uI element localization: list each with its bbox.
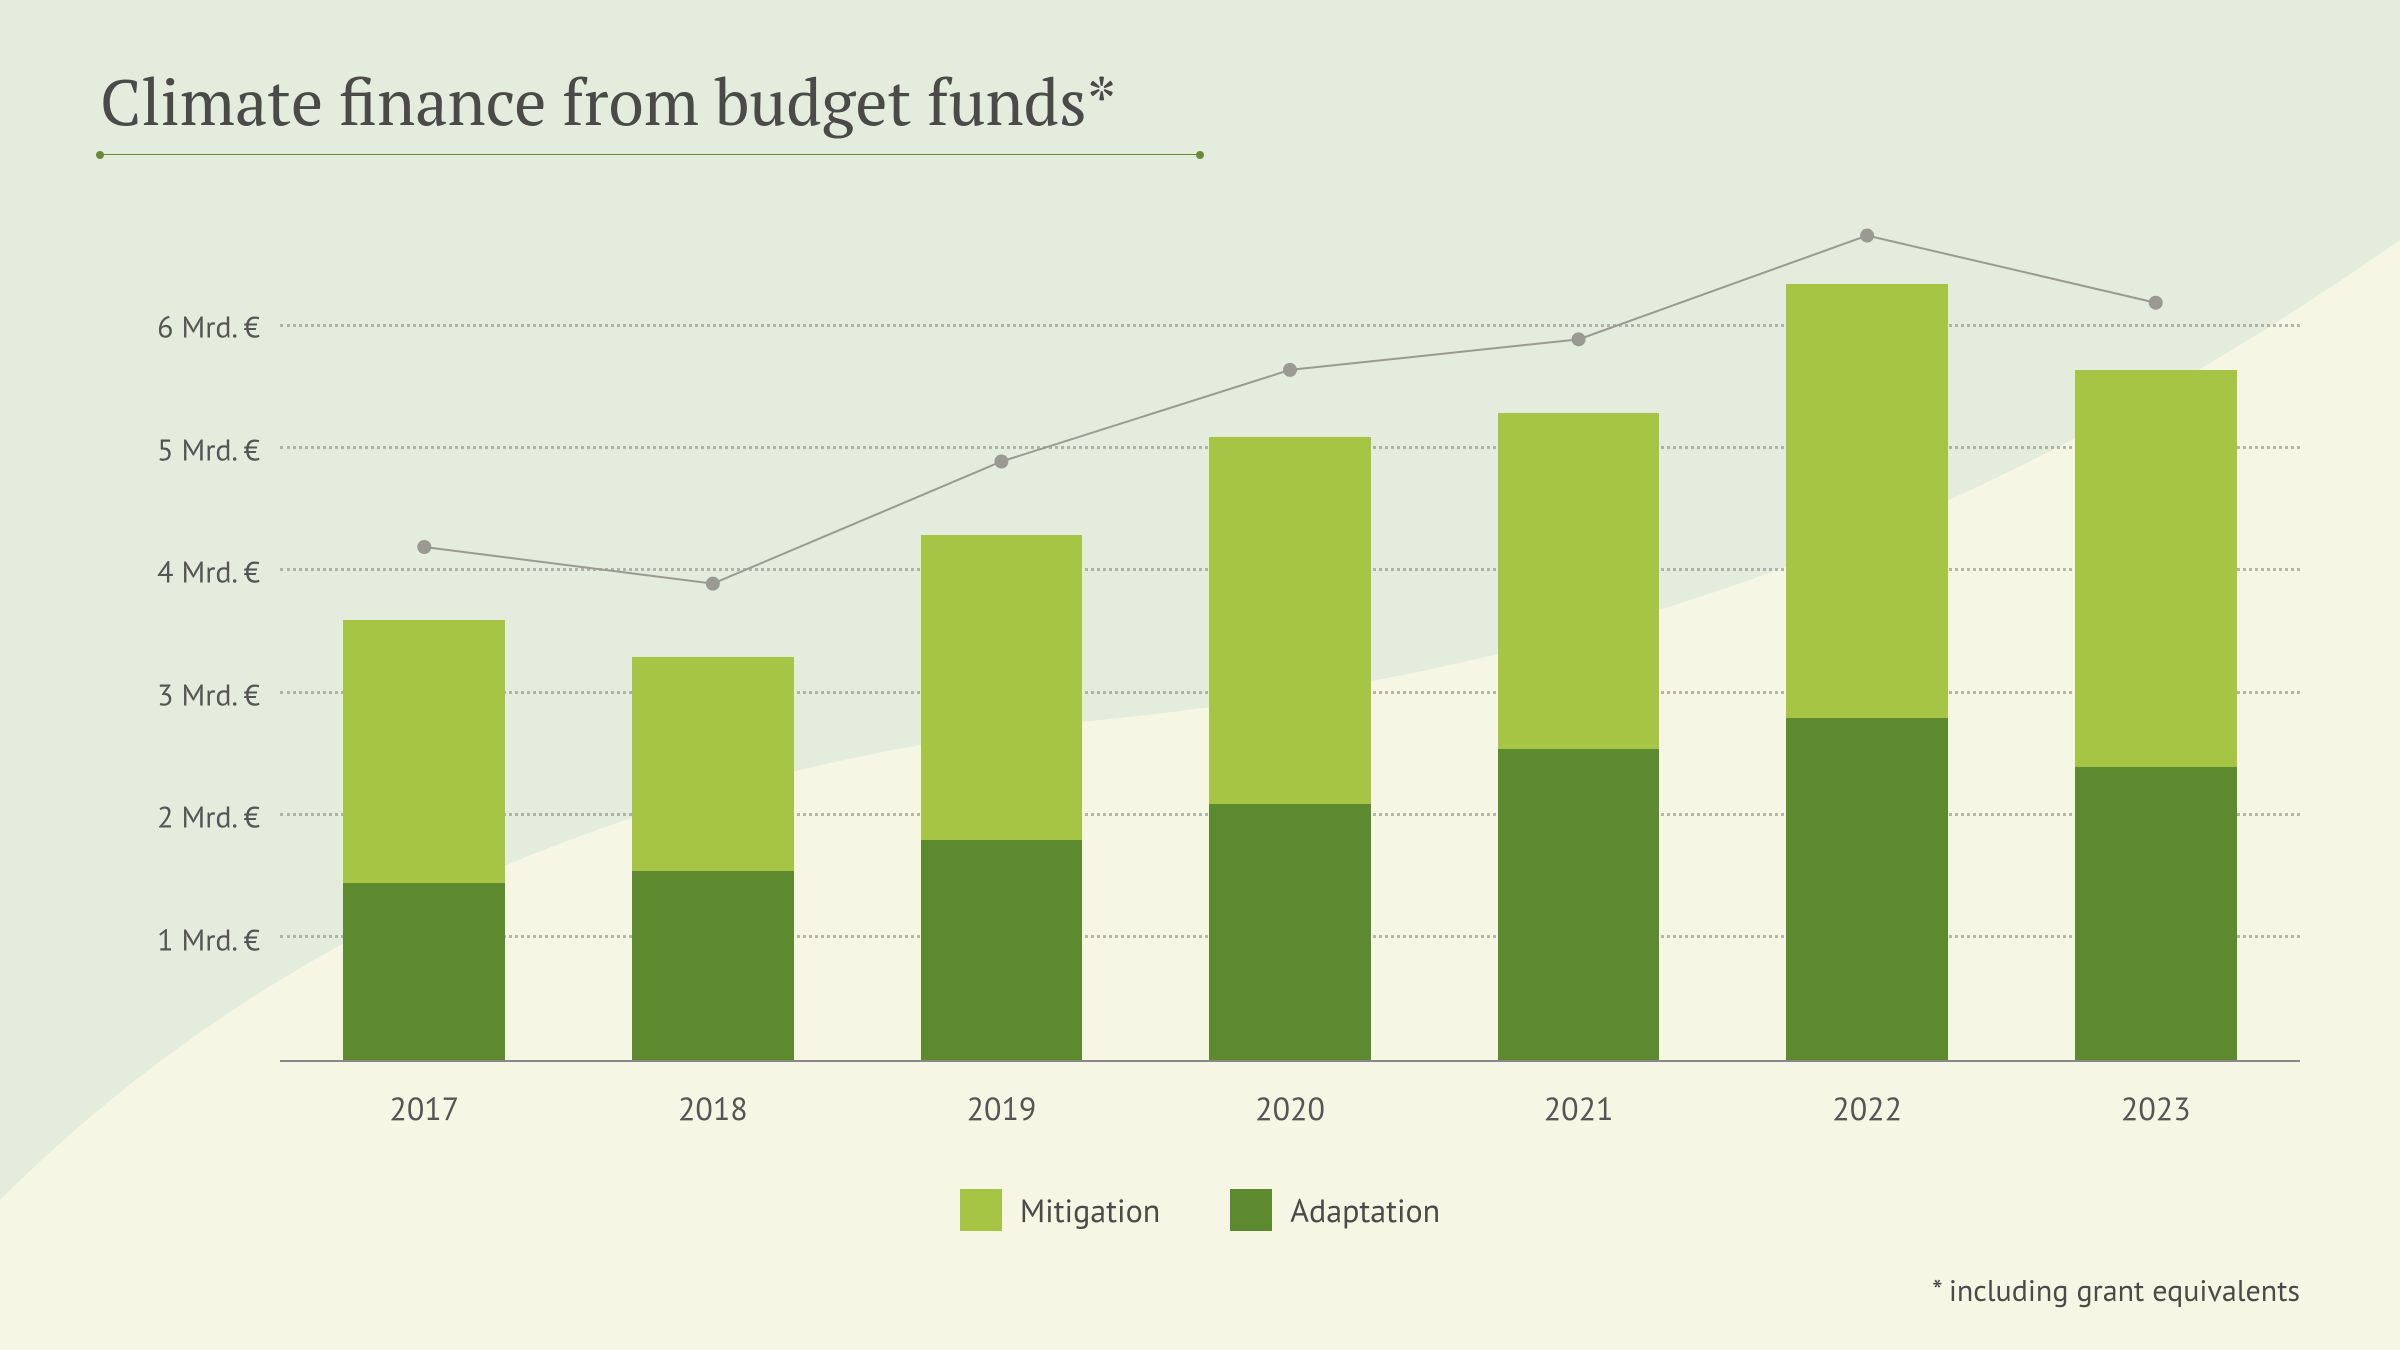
legend-item-mitigation: Mitigation — [960, 1189, 1160, 1231]
y-tick-label: 4 Mrd. € — [157, 553, 260, 592]
x-tick-label: 2023 — [2011, 1062, 2300, 1129]
bar-slot — [1146, 205, 1435, 1060]
legend-label-mitigation: Mitigation — [1020, 1189, 1160, 1231]
x-tick-label: 2020 — [1146, 1062, 1435, 1129]
bar-segment-adaptation — [343, 883, 505, 1060]
bar-segment-mitigation — [632, 657, 794, 871]
bar — [1786, 284, 1948, 1060]
bar-segment-adaptation — [1786, 718, 1948, 1060]
y-tick-label: 5 Mrd. € — [157, 430, 260, 469]
y-axis: 1 Mrd. € 2 Mrd. € 3 Mrd. € 4 Mrd. € 5 Mrd. €… — [100, 205, 280, 1062]
bar-segment-mitigation — [1209, 437, 1371, 803]
title-underline — [100, 154, 1200, 155]
chart-wrap: 1 Mrd. € 2 Mrd. € 3 Mrd. € 4 Mrd. € 5 Mrd. €… — [100, 205, 2300, 1310]
bar-slot — [1434, 205, 1723, 1060]
y-tick-label: 3 Mrd. € — [157, 675, 260, 714]
bar-slot — [569, 205, 858, 1060]
bar-segment-mitigation — [1786, 284, 1948, 718]
x-tick-label: 2018 — [569, 1062, 858, 1129]
bar — [1498, 413, 1660, 1060]
bar-segment-mitigation — [2075, 370, 2237, 767]
bar-segment-adaptation — [921, 840, 1083, 1060]
bar-slot — [2011, 205, 2300, 1060]
bar — [1209, 437, 1371, 1060]
bar-segment-adaptation — [1498, 749, 1660, 1060]
legend-label-adaptation: Adaptation — [1290, 1189, 1440, 1231]
bar — [632, 657, 794, 1060]
bar — [2075, 370, 2237, 1060]
swatch-adaptation — [1230, 1189, 1272, 1231]
y-tick-label: 2 Mrd. € — [157, 798, 260, 837]
x-tick-label: 2021 — [1434, 1062, 1723, 1129]
x-tick-label: 2022 — [1723, 1062, 2012, 1129]
bars-layer — [280, 205, 2300, 1060]
bar-segment-mitigation — [343, 620, 505, 883]
chart-container: Climate finance from budget funds* 1 Mrd… — [0, 0, 2400, 1350]
bar — [343, 620, 505, 1060]
y-tick-label: 1 Mrd. € — [157, 920, 260, 959]
legend-item-adaptation: Adaptation — [1230, 1189, 1440, 1231]
bar-segment-mitigation — [921, 535, 1083, 840]
chart-title: Climate finance from budget funds* — [100, 60, 2300, 144]
bar-slot — [1723, 205, 2012, 1060]
bar-slot — [857, 205, 1146, 1060]
chart-area: 1 Mrd. € 2 Mrd. € 3 Mrd. € 4 Mrd. € 5 Mrd. €… — [100, 205, 2300, 1062]
footnote: * including grant equivalents — [100, 1271, 2300, 1310]
x-tick-label: 2019 — [857, 1062, 1146, 1129]
swatch-mitigation — [960, 1189, 1002, 1231]
bar-segment-adaptation — [1209, 804, 1371, 1060]
y-tick-label: 6 Mrd. € — [157, 308, 260, 347]
bar-segment-adaptation — [2075, 767, 2237, 1060]
bar-segment-mitigation — [1498, 413, 1660, 749]
bar — [921, 535, 1083, 1060]
plot-area — [280, 205, 2300, 1062]
x-tick-label: 2017 — [280, 1062, 569, 1129]
bar-slot — [280, 205, 569, 1060]
bar-segment-adaptation — [632, 871, 794, 1060]
legend: Mitigation Adaptation — [100, 1189, 2300, 1231]
x-axis: 2017201820192020202120222023 — [280, 1062, 2300, 1129]
